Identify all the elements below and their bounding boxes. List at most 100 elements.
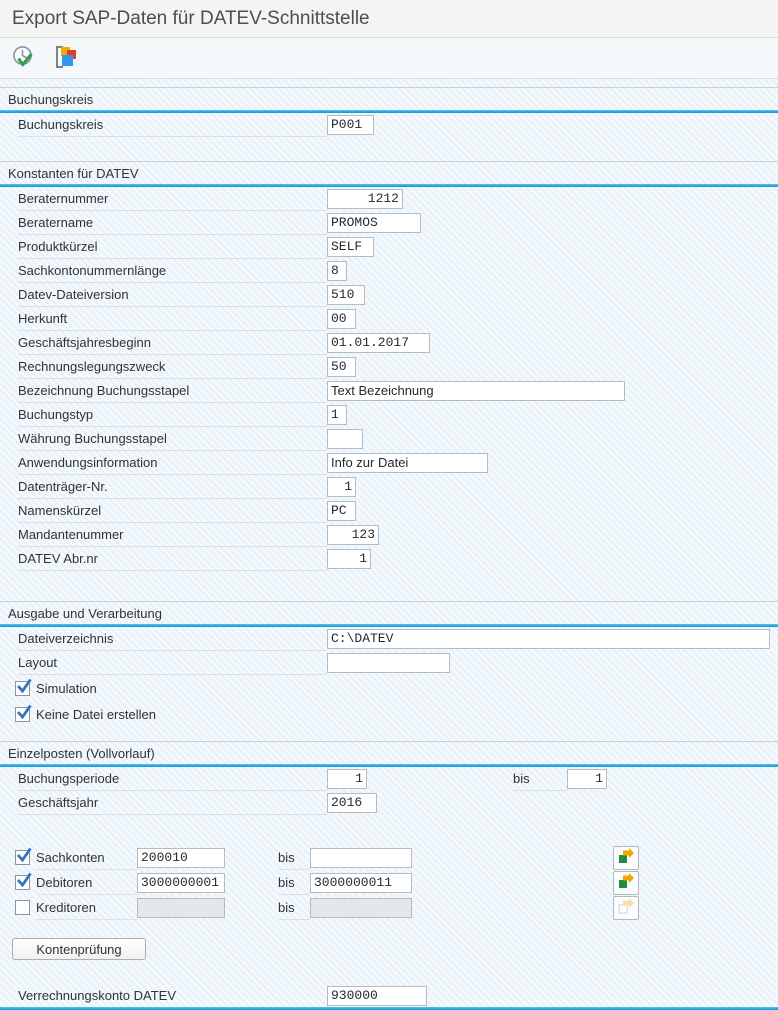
form-row: Layout <box>0 651 778 675</box>
bezeichnung-buchungsstapel-label: Bezeichnung Buchungsstapel <box>18 379 327 403</box>
kreditoren-checkbox[interactable] <box>15 900 30 915</box>
window-title-bar: Export SAP-Daten für DATEV-Schnittstelle <box>0 0 778 38</box>
anwendungsinformation-label: Anwendungsinformation <box>18 451 327 475</box>
mandantenummer-field[interactable]: 123 <box>327 525 379 545</box>
account-row: Sachkonten 200010 bis <box>0 845 778 870</box>
sachkontonummernlaenge-label: Sachkontonummernlänge <box>18 259 327 283</box>
sachkontonummernlaenge-field[interactable]: 8 <box>327 261 347 281</box>
keine-datei-erstellen-checkbox[interactable] <box>15 704 32 722</box>
datev-dateiversion-field[interactable]: 510 <box>327 285 365 305</box>
section-rule <box>0 624 778 627</box>
kreditoren-bis-label: bis <box>278 895 310 920</box>
multiple-selection-icon <box>617 872 635 893</box>
execute-button[interactable] <box>8 42 40 74</box>
kontenpruefung-button[interactable]: Kontenprüfung <box>12 938 146 960</box>
execute-clock-check-icon <box>11 44 37 73</box>
simulation-label: Simulation <box>36 680 97 696</box>
namenskuerzel-field[interactable]: PC <box>327 501 356 521</box>
sachkonten-bis-label: bis <box>278 845 310 870</box>
verrechnungskonto-datev-field[interactable]: 930000 <box>327 986 427 1006</box>
datev-abrnr-label: DATEV Abr.nr <box>18 547 327 571</box>
kreditoren-to-field <box>310 897 412 918</box>
geschaeftsjahresbeginn-field[interactable]: 01.01.2017 <box>327 333 430 353</box>
buchungsperiode-label: Buchungsperiode <box>18 767 327 791</box>
dateiverzeichnis-label: Dateiverzeichnis <box>18 627 327 651</box>
beraternummer-field[interactable]: 1212 <box>327 189 403 209</box>
verrechnungskonto-datev-label: Verrechnungskonto DATEV <box>18 984 327 1008</box>
checkbox-row: Keine Datei erstellen <box>0 701 778 727</box>
layout-field[interactable] <box>327 653 450 673</box>
section-rule <box>0 184 778 187</box>
section-ausgabe: Ausgabe und Verarbeitung Dateiverzeichni… <box>0 601 778 727</box>
account-row: Kreditoren bis <box>0 895 778 920</box>
form-row: Datenträger-Nr. 1 <box>0 475 778 499</box>
buchungsperiode-from-field[interactable]: 1 <box>327 769 367 789</box>
waehrung-buchungsstapel-field[interactable] <box>327 429 363 449</box>
kreditoren-multiple-selection-button-disabled <box>613 895 639 920</box>
sachkonten-from-field[interactable]: 200010 <box>137 847 225 868</box>
waehrung-buchungsstapel-label: Währung Buchungsstapel <box>18 427 327 451</box>
buchungstyp-label: Buchungstyp <box>18 403 327 427</box>
form-row: Herkunft 00 <box>0 307 778 331</box>
sachkonten-label: Sachkonten <box>36 845 137 870</box>
geschaeftsjahr-field[interactable]: 2016 <box>327 793 377 813</box>
form-row: Buchungsperiode 1 bis 1 <box>0 767 778 791</box>
application-toolbar <box>0 38 778 79</box>
kreditoren-from-field <box>137 897 225 918</box>
form-row: Geschäftsjahr 2016 <box>0 791 778 815</box>
form-row: Namenskürzel PC <box>0 499 778 523</box>
debitoren-to-field[interactable]: 3000000011 <box>310 872 412 893</box>
beratername-label: Beratername <box>18 211 327 235</box>
kreditoren-label: Kreditoren <box>36 895 137 920</box>
section-header: Ausgabe und Verarbeitung <box>8 606 162 621</box>
sachkonten-to-field[interactable] <box>310 847 412 868</box>
beraternummer-label: Beraternummer <box>18 187 327 211</box>
buchungskreis-field[interactable]: P001 <box>327 115 374 135</box>
anwendungsinformation-field[interactable]: Info zur Datei <box>327 453 488 473</box>
section-header: Einzelposten (Vollvorlauf) <box>8 746 155 761</box>
geschaeftsjahresbeginn-label: Geschäftsjahresbeginn <box>18 331 327 355</box>
sachkonten-checkbox[interactable] <box>15 847 32 865</box>
datentraeger-nr-field[interactable]: 1 <box>327 477 356 497</box>
section-rule <box>0 764 778 767</box>
page-title: Export SAP-Daten für DATEV-Schnittstelle <box>12 7 370 29</box>
form-row: Buchungstyp 1 <box>0 403 778 427</box>
dateiverzeichnis-field[interactable]: C:\DATEV <box>327 629 770 649</box>
form-row: Mandantenummer 123 <box>0 523 778 547</box>
debitoren-checkbox[interactable] <box>15 872 32 890</box>
herkunft-field[interactable]: 00 <box>327 309 356 329</box>
form-row: Verrechnungskonto DATEV 930000 <box>0 984 778 1008</box>
mandantenummer-label: Mandantenummer <box>18 523 327 547</box>
check-icon <box>16 678 32 693</box>
check-icon <box>16 847 32 863</box>
variant-colored-squares-icon <box>53 44 79 73</box>
debitoren-from-field[interactable]: 3000000001 <box>137 872 225 893</box>
simulation-checkbox[interactable] <box>15 678 32 696</box>
section-buchungskreis: Buchungskreis Buchungskreis P001 <box>0 87 778 137</box>
account-row: Debitoren 3000000001 bis 3000000011 <box>0 870 778 895</box>
section-konstanten: Konstanten für DATEV Beraternummer 1212 … <box>0 161 778 571</box>
get-variant-button[interactable] <box>50 42 82 74</box>
datev-abrnr-field[interactable]: 1 <box>327 549 371 569</box>
buchungskreis-label: Buchungskreis <box>18 113 327 137</box>
form-row: Buchungskreis P001 <box>0 113 778 137</box>
rechnungslegungszweck-field[interactable]: 50 <box>327 357 356 377</box>
herkunft-label: Herkunft <box>18 307 327 331</box>
form-row: Rechnungslegungszweck 50 <box>0 355 778 379</box>
namenskuerzel-label: Namenskürzel <box>18 499 327 523</box>
beratername-field[interactable]: PROMOS <box>327 213 421 233</box>
debitoren-label: Debitoren <box>36 870 137 895</box>
sachkonten-multiple-selection-button[interactable] <box>613 845 639 870</box>
buchungsperiode-to-field[interactable]: 1 <box>567 769 607 789</box>
debitoren-multiple-selection-button[interactable] <box>613 870 639 895</box>
bottom-section-rule <box>0 1007 778 1010</box>
bezeichnung-buchungsstapel-field[interactable]: Text Bezeichnung <box>327 381 625 401</box>
form-row: Beraternummer 1212 <box>0 187 778 211</box>
buchungstyp-field[interactable]: 1 <box>327 405 347 425</box>
form-row: Bezeichnung Buchungsstapel Text Bezeichn… <box>0 379 778 403</box>
section-einzelposten: Einzelposten (Vollvorlauf) Buchungsperio… <box>0 741 778 1008</box>
produktkuerzel-field[interactable]: SELF <box>327 237 374 257</box>
multiple-selection-icon-disabled <box>617 897 635 918</box>
form-row: Datev-Dateiversion 510 <box>0 283 778 307</box>
rechnungslegungszweck-label: Rechnungslegungszweck <box>18 355 327 379</box>
